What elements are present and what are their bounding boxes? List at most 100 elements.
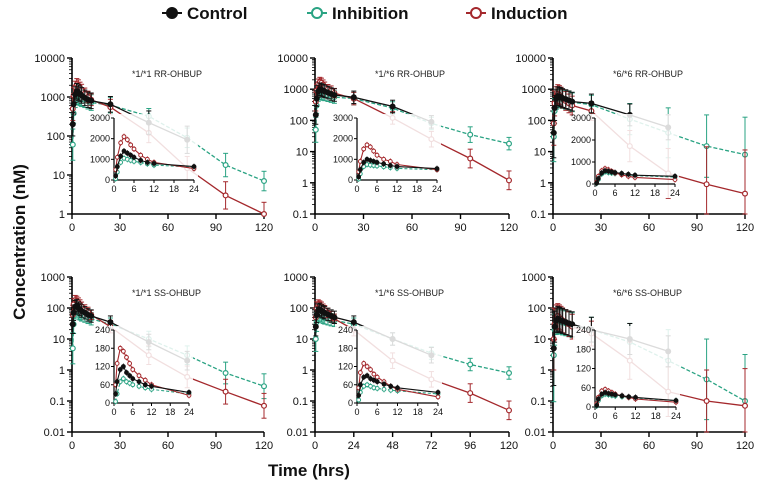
data-point — [222, 162, 229, 169]
inset-data-point — [120, 364, 126, 369]
inset-data-point — [131, 154, 137, 160]
inset-data-point — [381, 381, 387, 387]
inset-data-point — [374, 379, 380, 385]
inset-data-point — [357, 382, 363, 388]
inset-x-tick-label: 18 — [651, 411, 661, 421]
inset-x-tick-label: 18 — [650, 188, 660, 198]
legend-label: Control — [187, 4, 247, 23]
inset-y-tick-label: 0 — [348, 175, 353, 185]
inset-x-tick-label: 24 — [184, 407, 194, 417]
x-tick-label: 30 — [595, 222, 607, 234]
inset-data-point — [594, 180, 600, 186]
inset-x-tick-label: 0 — [111, 184, 116, 194]
y-tick-label: 10000 — [277, 53, 308, 65]
data-point — [312, 111, 319, 118]
inset-plot: 0 1000 2000 3000 0 6 12 18 24 — [571, 113, 680, 198]
inset-y-tick-label: 1000 — [571, 157, 591, 167]
data-point — [350, 319, 357, 326]
inset-data-point — [364, 142, 370, 148]
inset-y-tick-label: 2000 — [90, 134, 110, 144]
inset-data-point — [127, 373, 133, 379]
inset-x-tick-label: 18 — [169, 184, 179, 194]
data-point — [70, 101, 77, 108]
inset-data-point — [136, 383, 142, 389]
inset-x-tick-label: 24 — [671, 411, 681, 421]
inset-series-induction — [113, 345, 192, 399]
inset-data-point — [357, 167, 363, 173]
inset-data-point — [114, 361, 120, 366]
inset-data-point — [142, 382, 148, 388]
x-tick-label: 120 — [255, 440, 273, 452]
inset-x-tick-label: 24 — [432, 184, 442, 194]
inset-data-point — [128, 142, 134, 148]
inset-x-tick-label: 0 — [354, 407, 359, 417]
inset-data-point — [435, 394, 441, 400]
inset-data-point — [356, 397, 362, 403]
inset-data-point — [387, 163, 393, 168]
inset-data-point — [381, 156, 387, 162]
data-point — [222, 370, 229, 377]
x-tick-label: 96 — [464, 440, 476, 452]
inset-data-point — [434, 166, 440, 172]
x-tick-label: 30 — [114, 222, 126, 234]
inset-data-point — [374, 386, 380, 391]
legend-item-control: Control — [162, 4, 247, 23]
x-tick-label: 0 — [312, 440, 318, 452]
inset-y-tick-label: 0 — [105, 398, 110, 408]
y-tick-label: 10 — [296, 334, 308, 346]
inset-data-point — [131, 146, 137, 152]
inset-data-point — [612, 170, 618, 175]
inset-data-point — [113, 173, 119, 179]
legend-label: Inhibition — [332, 4, 408, 23]
y-tick-label: 1000 — [41, 272, 65, 284]
data-point — [389, 103, 396, 110]
inset-data-point — [142, 377, 148, 383]
data-point — [331, 314, 338, 321]
inset-data-point — [117, 367, 123, 372]
inset-y-tick-label: 180 — [95, 343, 110, 353]
y-tick-label: 1000 — [522, 272, 546, 284]
inset-data-point — [625, 171, 631, 177]
inset-y-tick-label: 240 — [576, 325, 591, 335]
inset-x-tick-label: 0 — [592, 411, 597, 421]
inset-y-tick-label: 3000 — [333, 113, 353, 123]
inset-data-point — [117, 345, 123, 351]
data-point — [703, 398, 710, 405]
inset-data-point — [191, 164, 197, 169]
inset-data-point — [120, 348, 126, 354]
data-point — [506, 407, 513, 414]
inset-data-point — [121, 134, 127, 140]
inset-x-tick-label: 6 — [131, 184, 136, 194]
y-tick-label: 100 — [528, 303, 546, 315]
data-point — [467, 155, 474, 162]
x-tick-label: 90 — [454, 222, 466, 234]
data-point — [741, 402, 748, 409]
y-tick-label: 1 — [59, 365, 65, 377]
y-axis-label: Concentration (nM) — [10, 164, 29, 320]
data-point — [569, 321, 576, 328]
data-point — [467, 131, 474, 138]
y-tick-label: 10000 — [515, 53, 546, 65]
inset-data-point — [395, 385, 400, 391]
inset-data-point — [124, 150, 130, 156]
y-tick-label: 100 — [528, 115, 546, 127]
y-tick-label: 100 — [290, 115, 308, 127]
inset-y-tick-label: 0 — [348, 398, 353, 408]
x-tick-label: 0 — [550, 222, 556, 234]
y-tick-label: 0.1 — [50, 396, 65, 408]
inset-data-point — [594, 402, 600, 408]
inset-plot: 0 1000 2000 3000 0 6 12 18 24 — [333, 113, 442, 194]
x-tick-label: 0 — [312, 222, 318, 234]
inset-y-tick-label: 0 — [586, 402, 591, 412]
inset-series-control — [356, 156, 440, 180]
inset-x-tick-label: 6 — [130, 407, 135, 417]
inset-y-tick-label: 2000 — [333, 134, 353, 144]
inset-data-point — [136, 379, 142, 385]
inset-data-point — [368, 367, 373, 372]
data-point — [69, 321, 76, 328]
data-point — [222, 388, 229, 395]
